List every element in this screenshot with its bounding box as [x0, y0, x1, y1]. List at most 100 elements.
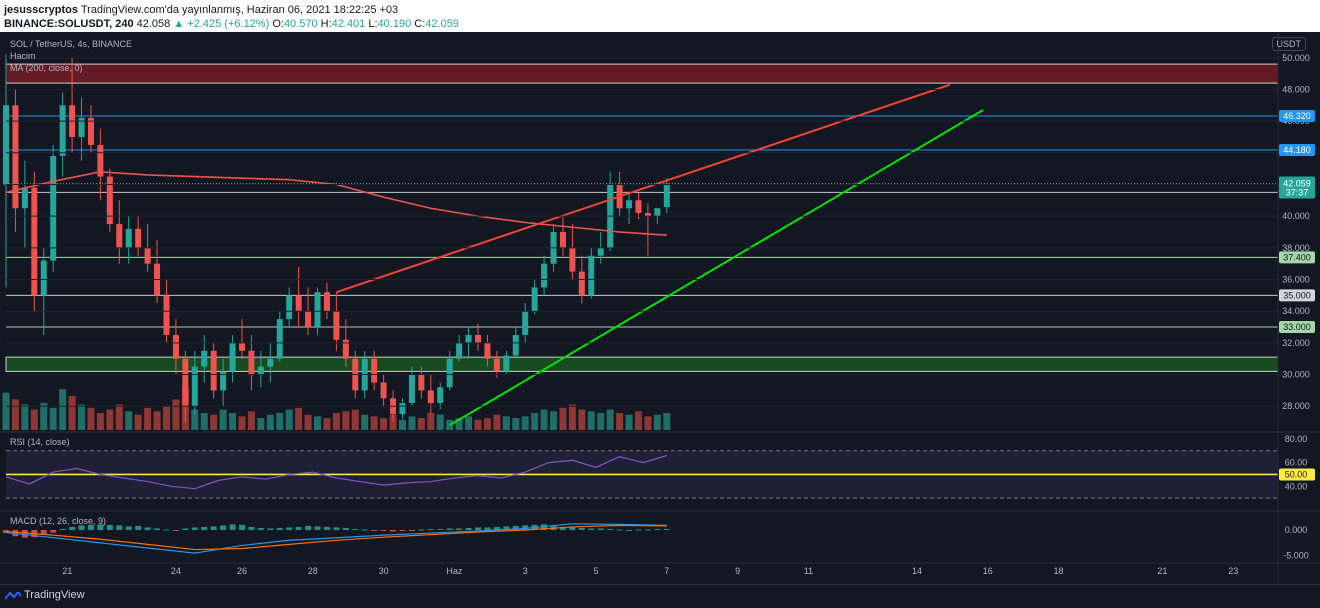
header-line-1: jesusscryptos TradingView.com'da yayınla… [4, 3, 398, 17]
volume-bar [550, 411, 558, 430]
macd-histogram-bar [201, 526, 208, 530]
candle-body [427, 390, 434, 404]
macd-histogram-bar [616, 529, 623, 531]
candle-body [654, 208, 661, 217]
volume-bar [568, 404, 576, 430]
candle-body [295, 295, 302, 312]
candle-body [635, 200, 642, 213]
macd-histogram-bar [503, 526, 510, 530]
volume-bar [361, 414, 369, 430]
candle-body [59, 105, 66, 156]
volume-bar [512, 418, 520, 430]
macd-histogram-bar [220, 525, 227, 530]
volume-bar [389, 414, 397, 430]
macd-histogram-bar [475, 527, 481, 530]
volume-bar [106, 409, 114, 430]
price-chart[interactable]: 28.00030.00032.00034.00036.00038.00040.0… [0, 32, 1320, 584]
x-tick-label: 5 [593, 566, 598, 576]
volume-bar [191, 409, 199, 430]
candle-body [305, 311, 312, 328]
volume-bar [521, 416, 529, 430]
rsi-tick-label: 50.00 [1285, 469, 1308, 479]
macd-line [5, 523, 667, 554]
ma-layer [5, 171, 667, 236]
macd-histogram-bar [210, 526, 217, 530]
candle-body [408, 374, 415, 404]
volume-bar [408, 416, 416, 430]
macd-histogram-bar [229, 524, 236, 530]
volume-bar [616, 413, 624, 430]
macd-histogram-bar [135, 525, 142, 530]
macd-histogram-bar [399, 530, 406, 532]
volume-bar [266, 414, 274, 430]
y-tick-label: 50.000 [1282, 53, 1310, 63]
candle-body [267, 358, 274, 367]
volume-layer [2, 385, 671, 430]
macd-histogram-bar [305, 525, 312, 530]
macd-histogram-bar [361, 529, 368, 531]
macd-histogram-bar [597, 528, 604, 530]
username[interactable]: jesusscryptos [4, 4, 78, 16]
volume-bar [40, 402, 48, 430]
x-tick-label: 14 [912, 566, 922, 576]
volume-bar [606, 409, 614, 430]
volume-bar [634, 411, 642, 430]
level-price-label: 33.000 [1283, 322, 1311, 332]
open-label: O: [272, 18, 284, 30]
volume-bar [398, 419, 406, 430]
snapshot-header: jesusscryptos TradingView.com'da yayınla… [0, 0, 1320, 32]
macd-histogram-bar [163, 529, 170, 531]
volume-bar [238, 416, 246, 430]
horizontal-levels-layer [6, 115, 1278, 328]
macd-histogram-bar [578, 527, 585, 530]
currency-button[interactable]: USDT [1271, 37, 1306, 51]
level-price-tag [1279, 143, 1315, 156]
macd-histogram-bar [333, 527, 340, 530]
x-tick-label: 26 [237, 566, 247, 576]
candle-body [182, 358, 189, 407]
rsi-tick-label: 80.00 [1285, 434, 1308, 444]
candle-body [522, 311, 529, 335]
candle-body [31, 187, 38, 296]
volume-bar [417, 418, 425, 430]
candle-body [663, 183, 670, 208]
candle-body [276, 319, 283, 359]
support-trendline [449, 109, 984, 427]
volume-bar [2, 392, 10, 430]
volume-bar [342, 411, 350, 430]
y-tick-label: 48.000 [1282, 84, 1310, 94]
macd-legend: MACD (12, 26, close, 9) [10, 516, 107, 526]
resistance-trendline [336, 83, 951, 294]
macd-histogram-bar [21, 530, 28, 538]
rsi-line [5, 454, 667, 490]
macd-histogram-bar [314, 526, 321, 530]
volume-bar [257, 418, 265, 430]
macd-histogram-bar [295, 526, 302, 530]
macd-histogram-bar [323, 526, 330, 530]
volume-bar [115, 404, 123, 430]
open-value: 40.570 [283, 18, 318, 30]
publish-info: TradingView.com'da yayınlanmış, Haziran … [80, 4, 399, 16]
volume-bar [502, 416, 510, 430]
y-tick-label: 32.000 [1282, 338, 1310, 348]
candle-body [106, 176, 113, 225]
volume-bar [531, 413, 539, 430]
macd-histogram-bar [276, 527, 283, 530]
volume-bar [455, 418, 463, 430]
macd-histogram-bar [437, 528, 444, 530]
candle-body [40, 260, 47, 296]
volume-bar [285, 409, 293, 430]
brand-label[interactable]: TradingView [24, 589, 85, 601]
candle-body [97, 144, 104, 177]
candle-body [50, 155, 57, 261]
macd-histogram-bar [257, 527, 264, 530]
tradingview-logo-icon [5, 592, 21, 600]
volume-bar [436, 414, 444, 430]
candle-body [78, 117, 85, 137]
low-value: 40.190 [377, 18, 412, 30]
y-tick-label: 34.000 [1282, 306, 1310, 316]
candle-body [220, 371, 227, 391]
trendlines-layer [336, 83, 984, 427]
macd-histogram-bar [380, 530, 387, 532]
candle-body [597, 247, 604, 256]
